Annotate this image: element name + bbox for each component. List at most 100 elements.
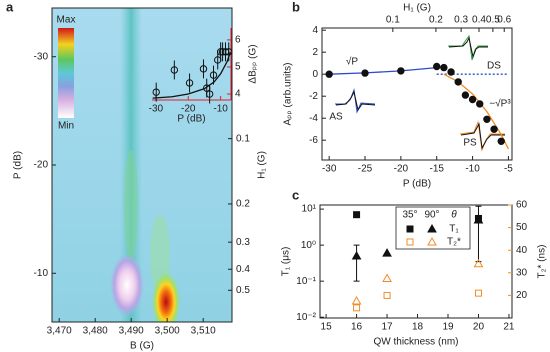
y2-tick-label: 30	[516, 267, 528, 278]
marker	[351, 296, 362, 305]
marker	[152, 88, 160, 96]
x-tick-label: -15	[429, 164, 444, 175]
annotation: −√P³	[489, 98, 511, 110]
y-tick-label: 10⁻¹	[296, 276, 316, 287]
y-tick-label: -6	[309, 135, 318, 146]
y2-tick-label: 40	[516, 245, 528, 256]
x-tick-label: -10	[213, 104, 228, 115]
marker	[440, 63, 448, 72]
y-tick-label: -4	[309, 113, 318, 124]
annotation: √P	[346, 56, 358, 68]
x2-tick-label: 0.6	[497, 15, 511, 26]
marker	[447, 68, 455, 76]
y-tick-label: 4	[312, 25, 318, 36]
marker	[351, 250, 362, 260]
x-tick-label: 3,490	[119, 326, 144, 337]
marker	[209, 71, 218, 79]
marker	[353, 211, 361, 219]
x2-tick-label: 0.1	[386, 15, 400, 26]
y2-tick-label: 0.4	[236, 264, 250, 275]
x-tick-label: 21	[503, 322, 515, 333]
x-tick-label: -30	[149, 104, 164, 115]
marker	[468, 95, 477, 104]
marker	[382, 248, 392, 257]
x-tick-label: 20	[473, 322, 485, 333]
y-tick-label: 0	[312, 69, 318, 80]
y-axis-label: ΔBₚₚ (G)	[248, 44, 259, 83]
annotation: PS	[463, 138, 477, 149]
y-axis-label: Aₚₚ (arb.units)	[283, 62, 294, 125]
x-axis-label: B (G)	[130, 341, 154, 352]
heatmap	[52, 8, 232, 322]
marker	[473, 258, 484, 268]
marker	[325, 70, 333, 78]
x-tick-label: 17	[381, 322, 393, 333]
x-axis-label: P (dB)	[177, 114, 205, 125]
marker	[473, 214, 484, 224]
annotation: DS	[487, 61, 501, 72]
marker	[199, 65, 208, 73]
x-tick-label: 15	[321, 322, 333, 333]
panel-label: a	[6, 0, 14, 14]
marker	[353, 304, 361, 312]
x-tick-label: 16	[351, 322, 363, 333]
colorbar-min: Min	[58, 121, 74, 132]
error-bar	[353, 244, 360, 282]
x-tick-label: -20	[394, 164, 409, 175]
y2-tick-label: 0.5	[236, 285, 250, 296]
marker	[497, 137, 505, 146]
waveform-insets	[335, 34, 505, 152]
marker	[433, 62, 441, 71]
legend-marker	[406, 238, 414, 246]
y2-tick-label: 20	[516, 290, 528, 301]
y-tick-label: -2	[309, 91, 318, 102]
x-tick-label: -5	[504, 164, 513, 175]
x-axis-label: P (dB)	[403, 179, 431, 190]
y-tick-label: 10⁰	[301, 240, 316, 251]
legend-header: θ	[451, 210, 457, 221]
x-tick-label: 3,500	[155, 326, 180, 337]
x2-axis-label: H₁ (G)	[403, 3, 431, 14]
marker	[454, 78, 462, 86]
marker	[185, 79, 194, 87]
line	[152, 51, 231, 99]
y2-tick-label: 0.3	[236, 237, 250, 248]
marker	[361, 69, 369, 77]
y2-axis-label: T₂* (ns)	[537, 245, 548, 279]
legend-header: 35°	[402, 210, 417, 221]
x-tick-label: 3,510	[191, 326, 216, 337]
y2-tick-label: 60	[516, 200, 528, 211]
marker	[383, 291, 391, 299]
marker	[382, 273, 392, 282]
annotation: AS	[329, 112, 343, 123]
y2-tick-label: 0.2	[236, 199, 250, 210]
y2-axis-label: H₁ (G)	[257, 151, 268, 179]
marker	[474, 289, 482, 297]
x-tick-label: 3,480	[83, 326, 108, 337]
y-tick-label: 10⁻²	[296, 312, 316, 323]
plot-frame	[319, 204, 513, 319]
marker	[461, 91, 470, 99]
legend-label: T₂*	[447, 237, 461, 248]
marker	[170, 66, 179, 74]
y2-tick-label: 5	[235, 62, 241, 73]
legend-marker	[427, 236, 437, 246]
legend-marker	[406, 225, 414, 233]
x-tick-label: 19	[442, 322, 454, 333]
marker	[397, 67, 405, 75]
y-tick-label: 10¹	[302, 204, 317, 215]
x2-tick-label: 0.4	[472, 15, 486, 26]
x-tick-label: -10	[465, 164, 480, 175]
y2-tick-label: 50	[516, 222, 528, 233]
y-tick-label: -20	[34, 160, 49, 171]
marker	[490, 125, 498, 133]
y2-tick-label: 4	[235, 89, 241, 100]
legend-label: T₁	[449, 224, 459, 235]
line	[329, 65, 444, 75]
x2-tick-label: 0.5	[486, 15, 500, 26]
legend-header: 90°	[424, 210, 439, 221]
x-tick-label: 3,470	[47, 326, 72, 337]
y-tick-label: -30	[34, 51, 49, 62]
x-tick-label: -25	[358, 164, 373, 175]
